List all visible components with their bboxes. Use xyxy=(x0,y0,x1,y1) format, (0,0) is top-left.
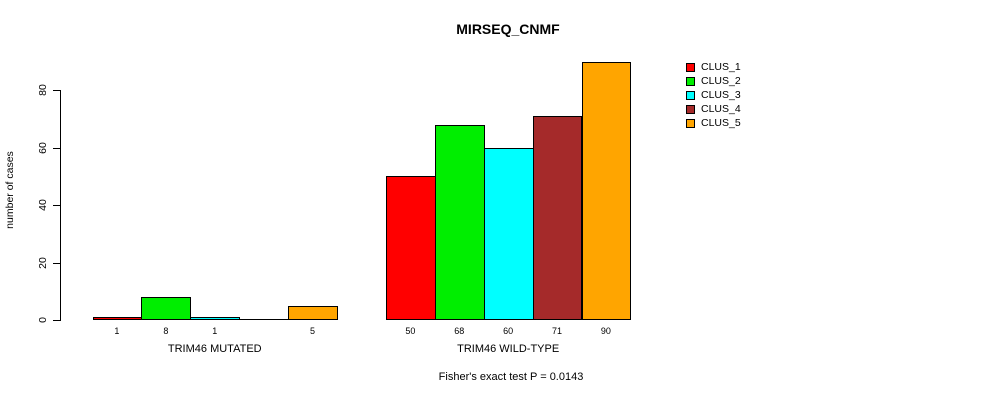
legend-swatch-clus-3 xyxy=(686,90,695,100)
y-tick-label: 60 xyxy=(37,141,49,154)
bar-clus-5-trim46-wild-type xyxy=(581,62,632,320)
legend-label: CLUS_2 xyxy=(701,75,741,87)
bar-clus-4-trim46-mutated xyxy=(239,319,290,320)
chart-title: MIRSEQ_CNMF xyxy=(456,21,560,37)
y-axis-label: number of cases xyxy=(4,151,16,229)
bar-value-label: 8 xyxy=(163,326,169,336)
y-tick-label: 80 xyxy=(37,84,49,97)
legend-swatch-clus-4 xyxy=(686,104,695,114)
bar-clus-5-trim46-mutated xyxy=(288,306,338,320)
legend-swatch-clus-1 xyxy=(686,62,695,72)
legend-label: CLUS_1 xyxy=(701,61,741,73)
y-tick-label: 40 xyxy=(37,199,49,212)
bar-value-label: 5 xyxy=(310,326,316,336)
fisher-test-annotation: Fisher's exact test P = 0.0143 xyxy=(438,371,584,383)
legend-label: CLUS_3 xyxy=(701,89,741,101)
legend-swatch-clus-5 xyxy=(686,118,695,128)
legend-item-clus-4: CLUS_4 xyxy=(686,102,741,116)
group-label-trim46-mutated: TRIM46 MUTATED xyxy=(167,343,262,355)
bar-clus-2-trim46-mutated xyxy=(141,297,192,320)
bar-clus-3-trim46-wild-type xyxy=(483,148,534,320)
bar-clus-3-trim46-mutated xyxy=(190,317,241,320)
y-tick xyxy=(53,262,60,264)
y-tick xyxy=(53,320,60,321)
bar-value-label: 71 xyxy=(552,326,563,336)
y-tick xyxy=(53,90,60,92)
y-tick-label: 20 xyxy=(37,256,49,269)
bar-clus-1-trim46-mutated xyxy=(92,317,143,320)
legend-label: CLUS_4 xyxy=(701,103,741,115)
legend-item-clus-2: CLUS_2 xyxy=(686,74,741,88)
legend: CLUS_1 CLUS_2 CLUS_3 CLUS_4 CLUS_5 xyxy=(686,60,741,130)
bar-clus-2-trim46-wild-type xyxy=(434,125,485,320)
bar-value-label: 1 xyxy=(114,326,120,336)
bar-clus-1-trim46-wild-type xyxy=(385,176,436,320)
bar-value-label: 1 xyxy=(212,326,218,336)
group-label-trim46-wild-type: TRIM46 WILD-TYPE xyxy=(457,343,560,355)
legend-item-clus-1: CLUS_1 xyxy=(686,60,741,74)
bar-value-label: 60 xyxy=(503,326,514,336)
legend-item-clus-5: CLUS_5 xyxy=(686,116,741,130)
bar-value-label: 68 xyxy=(454,326,465,336)
y-axis-line xyxy=(60,90,61,321)
y-tick-label: 0 xyxy=(37,317,49,323)
y-tick xyxy=(53,147,60,149)
bar-value-label: 90 xyxy=(600,326,611,336)
bar-value-label: 50 xyxy=(405,326,416,336)
bar-clus-4-trim46-wild-type xyxy=(532,116,583,320)
legend-label: CLUS_5 xyxy=(701,117,741,129)
y-tick xyxy=(53,205,60,207)
legend-item-clus-3: CLUS_3 xyxy=(686,88,741,102)
legend-swatch-clus-2 xyxy=(686,76,695,86)
